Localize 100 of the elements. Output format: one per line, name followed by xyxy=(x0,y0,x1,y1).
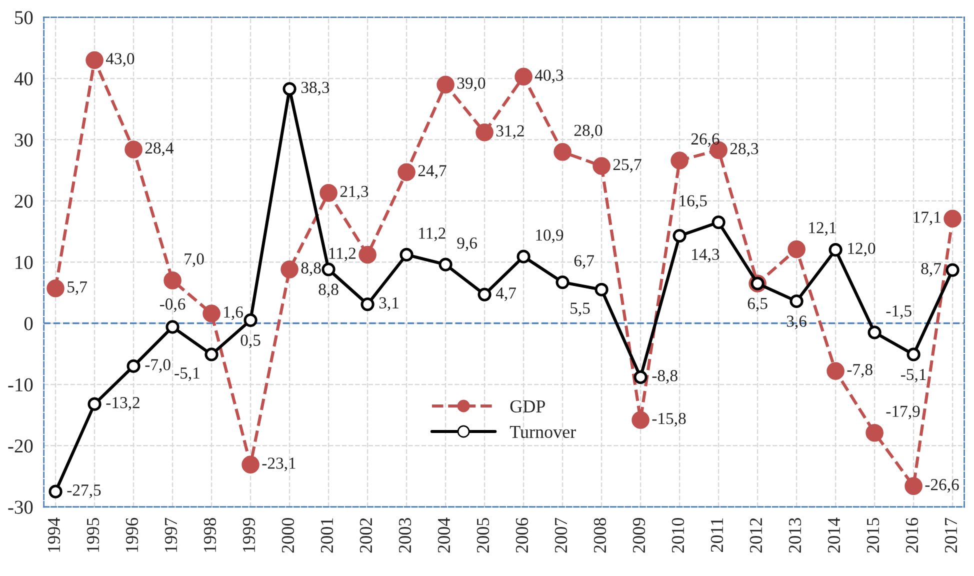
point xyxy=(790,294,804,308)
y-tick-label: 30 xyxy=(14,133,33,147)
data-label: 21,3 xyxy=(340,186,368,200)
data-label: 28,0 xyxy=(574,124,602,138)
point xyxy=(166,320,180,334)
legend-label: GDP xyxy=(510,400,545,412)
data-label: 6,5 xyxy=(748,298,768,312)
point xyxy=(436,76,454,94)
y-tick-label: 10 xyxy=(16,256,33,270)
point xyxy=(86,51,104,70)
x-tick-label: 2006 xyxy=(516,518,528,553)
data-label: 25,7 xyxy=(613,158,642,173)
point xyxy=(556,275,570,290)
data-label: 28,4 xyxy=(145,142,174,156)
x-tick-label: 2002 xyxy=(360,518,372,553)
data-label: 0,5 xyxy=(240,334,260,348)
x-tick-label: 1996 xyxy=(126,518,138,552)
point xyxy=(320,184,338,202)
point xyxy=(516,250,530,264)
y-tick-label: -20 xyxy=(8,439,33,453)
data-label: -0,6 xyxy=(160,298,186,312)
data-label: -7,0 xyxy=(145,359,170,373)
x-tick-label: 1994 xyxy=(48,518,60,552)
data-label: 12,0 xyxy=(848,242,876,256)
data-label: -17,9 xyxy=(886,406,920,420)
data-label: 43,0 xyxy=(106,53,134,67)
data-label: 3,1 xyxy=(379,297,398,311)
data-label: 4,7 xyxy=(496,288,516,302)
x-tick-label: 2012 xyxy=(750,518,762,553)
data-label: 5,7 xyxy=(68,281,87,295)
data-label: 9,6 xyxy=(457,237,477,252)
data-label: 8,7 xyxy=(921,262,941,277)
x-tick-label: 2013 xyxy=(788,518,802,553)
data-label: 40,3 xyxy=(534,70,564,84)
data-label: 14,3 xyxy=(692,248,720,262)
point xyxy=(712,215,726,230)
point xyxy=(592,157,610,175)
point xyxy=(476,123,494,142)
data-label: 31,2 xyxy=(496,125,524,139)
point xyxy=(88,397,102,411)
x-tick-label: 2008 xyxy=(594,518,606,553)
point xyxy=(828,243,842,257)
x-tick-label: 2015 xyxy=(866,518,880,553)
point xyxy=(478,288,492,302)
data-label: 11,2 xyxy=(419,228,446,242)
point xyxy=(126,359,140,373)
point xyxy=(946,263,960,277)
x-tick-label: 2005 xyxy=(476,518,490,553)
point xyxy=(48,484,62,498)
data-label: -7,8 xyxy=(847,364,872,378)
data-label: 12,1 xyxy=(809,222,836,236)
point xyxy=(360,298,374,312)
point xyxy=(280,260,298,278)
x-tick-label: 2004 xyxy=(438,518,450,553)
data-label: -5,1 xyxy=(900,368,926,383)
data-label: 10,9 xyxy=(536,229,564,244)
data-label: 26,6 xyxy=(691,133,720,147)
point xyxy=(202,304,220,322)
y-tick-label: -30 xyxy=(8,500,33,514)
x-tick-label: 2016 xyxy=(906,518,918,553)
data-label: -15,8 xyxy=(652,412,686,427)
x-tick-label: 2017 xyxy=(944,518,958,553)
point xyxy=(826,362,844,380)
x-tick-label: 2014 xyxy=(828,518,840,553)
x-tick-label: 2007 xyxy=(554,518,568,553)
x-tick-label: 1998 xyxy=(204,518,216,552)
data-label: 8,8 xyxy=(318,284,338,298)
data-label: 16,5 xyxy=(680,195,707,209)
point xyxy=(400,248,414,262)
point xyxy=(672,228,686,243)
y-tick-label: 0 xyxy=(24,317,33,330)
point xyxy=(322,262,336,276)
data-label: 11,2 xyxy=(329,248,356,262)
data-label: -13,2 xyxy=(106,397,140,411)
point xyxy=(866,424,884,442)
point xyxy=(46,280,64,298)
x-tick-label: 2003 xyxy=(398,518,412,553)
point xyxy=(944,210,962,228)
point xyxy=(632,411,650,429)
data-label: 38,3 xyxy=(301,82,330,96)
data-label: 28,3 xyxy=(730,143,758,157)
x-tick-label: 2001 xyxy=(320,518,334,553)
data-label: 24,7 xyxy=(418,165,446,179)
point xyxy=(554,143,572,161)
point xyxy=(514,68,532,86)
point xyxy=(906,348,920,362)
point xyxy=(282,82,296,96)
point xyxy=(124,140,142,158)
data-label: 1,6 xyxy=(224,306,243,320)
point xyxy=(438,258,452,272)
point xyxy=(244,313,258,328)
point xyxy=(358,246,376,264)
data-label: -1,5 xyxy=(886,305,912,319)
data-label: 17,1 xyxy=(914,212,940,226)
point xyxy=(242,456,260,474)
legend-label: Turnover xyxy=(510,426,576,438)
point xyxy=(164,272,182,290)
data-label: 8,8 xyxy=(301,262,321,276)
y-tick-label: 40 xyxy=(14,72,33,86)
data-label: 39,0 xyxy=(457,78,486,92)
